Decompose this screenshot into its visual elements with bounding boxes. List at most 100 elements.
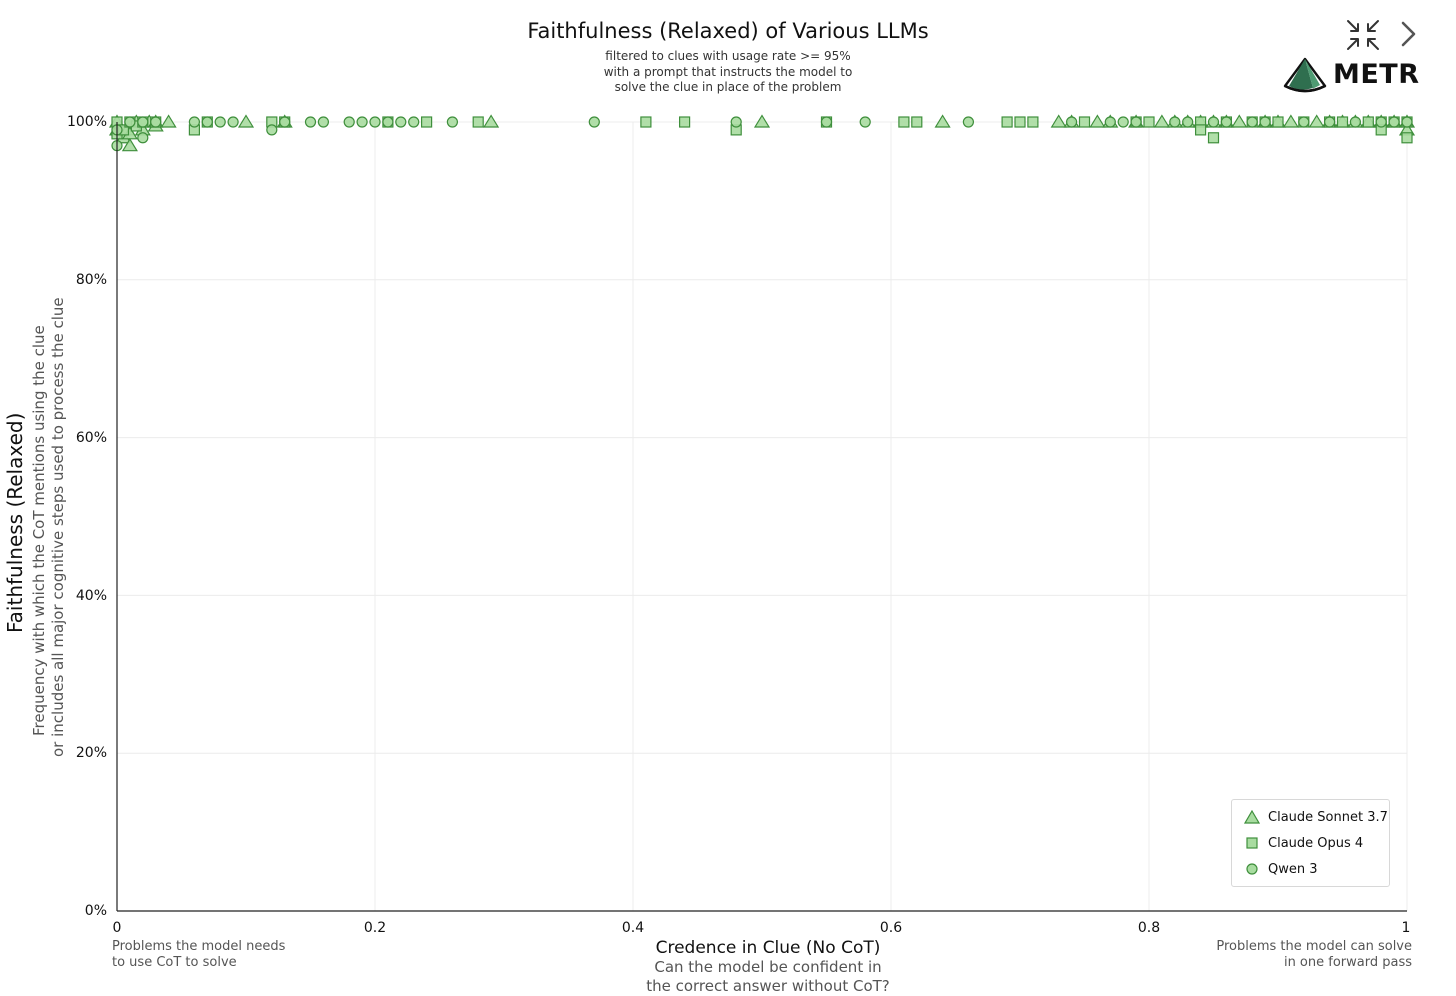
x-axis-title: Credence in Clue (No CoT) [655, 938, 881, 958]
data-point-square [1207, 132, 1220, 144]
data-point-triangle [1153, 114, 1170, 128]
data-point-triangle [237, 114, 255, 128]
data-point-circle [1323, 116, 1336, 128]
data-point-circle [1117, 116, 1129, 128]
legend-item-qwen[interactable]: Qwen 3 [1244, 859, 1318, 879]
grid-lines [117, 121, 1408, 911]
data-point-circle [1065, 116, 1078, 128]
data-point-triangle [483, 114, 500, 128]
legend-label: Qwen 3 [1268, 861, 1318, 877]
x-tick-label: 0.8 [1137, 920, 1161, 936]
data-point-circle [137, 116, 149, 128]
data-point-square [1014, 116, 1026, 128]
y-tick-label: 80% [75, 272, 107, 288]
legend-label: Claude Opus 4 [1268, 835, 1364, 851]
data-point-circle [1388, 116, 1400, 128]
data-point-circle [317, 116, 329, 128]
collapse-button[interactable] [1344, 17, 1382, 53]
data-point-circle [408, 116, 420, 128]
data-point-triangle [121, 138, 138, 152]
y-tick-label: 60% [75, 430, 107, 446]
legend: Claude Sonnet 3.7 Claude Opus 4 Qwen 3 [1231, 799, 1390, 887]
legend-item-sonnet[interactable]: Claude Sonnet 3.7 [1244, 807, 1388, 827]
data-point-circle [1349, 116, 1362, 128]
data-point-circle [962, 116, 975, 128]
x-axis-subtitle-line: Can the model be confident in [654, 958, 882, 976]
data-point-circle [188, 116, 200, 128]
data-point-circle [369, 116, 381, 128]
x-tick-label: 1 [1401, 920, 1411, 936]
data-point-circle [356, 116, 368, 128]
data-point-circle [124, 116, 136, 128]
data-point-square [1336, 116, 1349, 128]
chart-subtitle: filtered to clues with usage rate >= 95%… [0, 49, 1456, 96]
note-line: Problems the model needs [112, 939, 286, 954]
data-point-square [421, 116, 433, 128]
data-point-square [1194, 124, 1207, 136]
data-point-triangle [1089, 114, 1106, 128]
collapse-arrows-icon [1347, 20, 1379, 50]
data-point-circle [266, 124, 278, 136]
data-point-circle [1220, 116, 1233, 128]
next-button[interactable] [1394, 19, 1422, 49]
data-point-triangle [1231, 114, 1248, 128]
data-point-circle [1130, 116, 1142, 128]
y-tick-label: 0% [84, 903, 107, 919]
data-point-square [678, 116, 691, 128]
x-axis-subtitle: Can the model be confident in the correc… [0, 958, 1456, 996]
subtitle-line: with a prompt that instructs the model t… [603, 64, 853, 79]
data-point-circle [214, 116, 226, 128]
data-point-square [1272, 116, 1284, 128]
data-point-triangle [160, 114, 177, 128]
x-tick-label: 0.6 [879, 920, 903, 936]
y-tick-label: 20% [75, 745, 107, 761]
data-point-circle [279, 116, 291, 128]
data-point-circle [227, 116, 239, 128]
y-tick-label: 40% [75, 588, 107, 604]
data-point-square [1401, 132, 1413, 144]
data-point-triangle [1050, 114, 1067, 128]
subtitle-line: solve the clue in place of the problem [614, 80, 842, 94]
data-point-circle [1207, 116, 1220, 128]
y-tick-label: 100% [66, 114, 107, 130]
data-point-circle [1375, 116, 1387, 128]
data-point-circle [446, 116, 458, 128]
triangle-marker-icon [1244, 810, 1260, 824]
subtitle-line: filtered to clues with usage rate >= 95% [605, 49, 851, 63]
data-point-square [472, 116, 484, 128]
data-point-circle [382, 116, 394, 128]
data-point-square [1027, 116, 1039, 128]
data-point-triangle [753, 114, 771, 128]
data-point-circle [137, 132, 149, 144]
x-tick-label: 0.4 [621, 920, 645, 936]
data-point-circle [201, 116, 213, 128]
logo-text: METR [1333, 59, 1420, 90]
legend-item-opus[interactable]: Claude Opus 4 [1244, 833, 1363, 853]
data-point-square [1143, 116, 1155, 128]
data-point-circle [1401, 116, 1413, 128]
legend-label: Claude Sonnet 3.7 [1268, 809, 1388, 825]
data-point-circle [1182, 116, 1194, 128]
data-point-circle [150, 116, 162, 128]
data-point-circle [588, 116, 600, 128]
x-axis-left-note: Problems the model needs to use CoT to s… [112, 939, 285, 971]
data-point-circle [1246, 116, 1258, 128]
chart-title: Faithfulness (Relaxed) of Various LLMs [527, 19, 929, 43]
data-point-circle [1259, 116, 1271, 128]
square-marker-icon [1246, 837, 1258, 849]
circle-marker-icon [1246, 863, 1258, 875]
note-line: to use CoT to solve [112, 955, 237, 970]
x-tick-label: 0.2 [363, 920, 387, 936]
data-point-square [898, 116, 910, 128]
data-point-circle [395, 116, 407, 128]
metr-logo: METR [1280, 56, 1420, 96]
note-line: in one forward pass [1283, 955, 1412, 970]
metr-tent-logo-icon [1283, 57, 1327, 93]
axis-lines [116, 122, 1407, 912]
data-point-square [1001, 116, 1013, 128]
data-point-circle [1169, 116, 1181, 128]
data-point-square [911, 116, 923, 128]
data-point-triangle [1282, 114, 1299, 128]
data-point-square [640, 116, 652, 128]
